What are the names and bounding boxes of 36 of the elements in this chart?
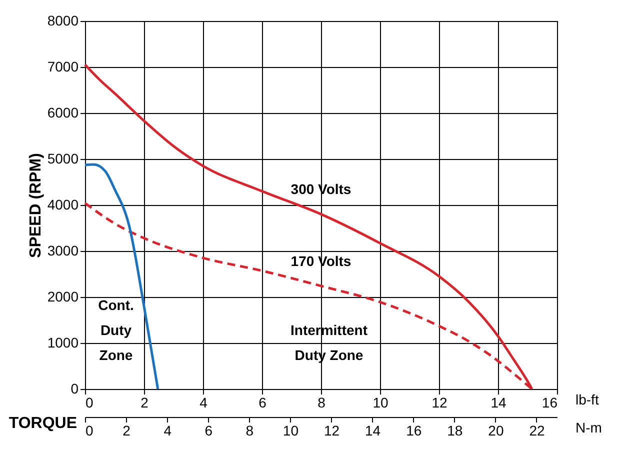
x2-tick-label: 12: [324, 422, 340, 438]
x2-tick-label: 18: [447, 422, 463, 438]
annotation: Cont. Duty Zone: [98, 297, 134, 363]
x-tick-label: 10: [372, 394, 388, 410]
x-tick-label: 12: [432, 394, 448, 410]
x-axis-title: lb-ft: [576, 392, 599, 408]
x2-tick-label: 22: [529, 422, 545, 438]
y-tick-label: 0: [70, 380, 79, 396]
y-tick-label: 2000: [47, 288, 79, 304]
y-tick-label: 3000: [47, 242, 79, 258]
y-tick-label: 6000: [47, 104, 79, 120]
x2-tick-label: 0: [86, 422, 94, 438]
y-tick-label: 4000: [47, 196, 79, 212]
x2-tick-label: 2: [122, 422, 131, 438]
y-axis-title: SPEED (RPM): [27, 153, 44, 258]
x2-tick-label: 16: [406, 422, 422, 438]
y-tick-label: 1000: [47, 334, 79, 350]
x-tick-label: 16: [542, 394, 558, 410]
text: TORQUE: [8, 415, 78, 432]
x2-tick-label: 20: [488, 422, 504, 438]
x2-axis-title: N-m: [576, 420, 602, 436]
x-tick-label: 14: [490, 394, 506, 410]
x-tick-label: 0: [86, 394, 94, 410]
x2-tick-label: 6: [204, 422, 213, 438]
x2-tick-label: 4: [164, 422, 172, 438]
y-tick-label: 8000: [47, 12, 79, 28]
line-series: [84, 163, 160, 390]
x-tick-label: 8: [318, 394, 326, 410]
x-tick-label: 4: [200, 394, 208, 410]
x2-tick-label: 10: [282, 422, 299, 438]
y-tick-label: 5000: [47, 150, 79, 166]
x2-tick-label: 8: [246, 422, 254, 438]
x2-tick-label: 14: [365, 422, 381, 438]
y-tick-label: 7000: [47, 58, 79, 74]
x-tick-label: 2: [140, 394, 149, 410]
x-tick-label: 6: [258, 394, 267, 410]
